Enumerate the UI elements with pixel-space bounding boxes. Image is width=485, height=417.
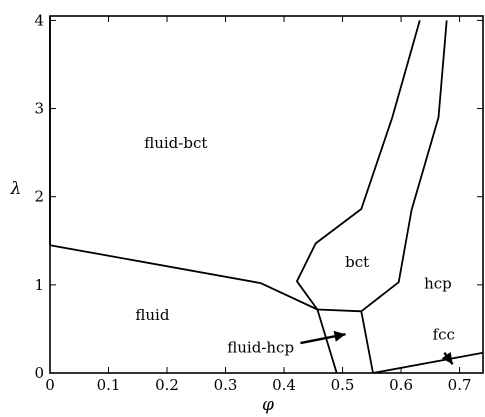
region-label: fluid bbox=[135, 306, 169, 324]
x-tick-label: 0 bbox=[45, 376, 55, 394]
region-label: fluid-bct bbox=[144, 134, 207, 152]
region-label: bct bbox=[345, 253, 369, 271]
x-tick-label: 0.3 bbox=[214, 376, 238, 394]
annotation-arrows bbox=[300, 330, 454, 365]
y-tick-label: 3 bbox=[34, 100, 44, 118]
phase-boundary-1 bbox=[49, 244, 318, 311]
plot-frame bbox=[49, 15, 484, 374]
x-tick-label: 0.2 bbox=[155, 376, 179, 394]
region-label: fluid-hcp bbox=[227, 339, 294, 357]
phase-boundary-5 bbox=[360, 20, 448, 313]
y-tick-label: 4 bbox=[34, 11, 44, 29]
annotation-arrow-head bbox=[333, 330, 346, 342]
phase-boundary-6 bbox=[360, 311, 374, 374]
phase-boundary-4 bbox=[295, 20, 421, 311]
y-axis-label: λ bbox=[10, 179, 22, 199]
x-tick-label: 0.7 bbox=[448, 376, 472, 394]
region-label: hcp bbox=[424, 274, 452, 292]
phase-boundaries bbox=[49, 16, 484, 374]
x-tick-label: 0.1 bbox=[97, 376, 121, 394]
annotation-arrow-head bbox=[441, 352, 453, 365]
region-labels: fluid-bct fluid bct hcp fluid-hcp fcc bbox=[135, 134, 455, 357]
x-tick-label: 0.5 bbox=[331, 376, 355, 394]
y-tick-label: 2 bbox=[34, 188, 44, 206]
x-axis-label: φ bbox=[262, 395, 274, 415]
y-tick-label: 0 bbox=[34, 364, 44, 382]
region-label: fcc bbox=[433, 326, 455, 344]
y-tick-label: 1 bbox=[34, 276, 44, 294]
phase-boundary-2 bbox=[316, 309, 338, 374]
x-tick-label: 0.4 bbox=[272, 376, 296, 394]
phase-boundary-3 bbox=[317, 308, 362, 313]
x-tick-label: 0.6 bbox=[389, 376, 413, 394]
axis-ticks: 0 0.1 0.2 0.3 0.4 0.5 0.6 0.7 0 1 2 3 4 bbox=[34, 11, 483, 394]
phase-boundary-7 bbox=[372, 351, 484, 374]
